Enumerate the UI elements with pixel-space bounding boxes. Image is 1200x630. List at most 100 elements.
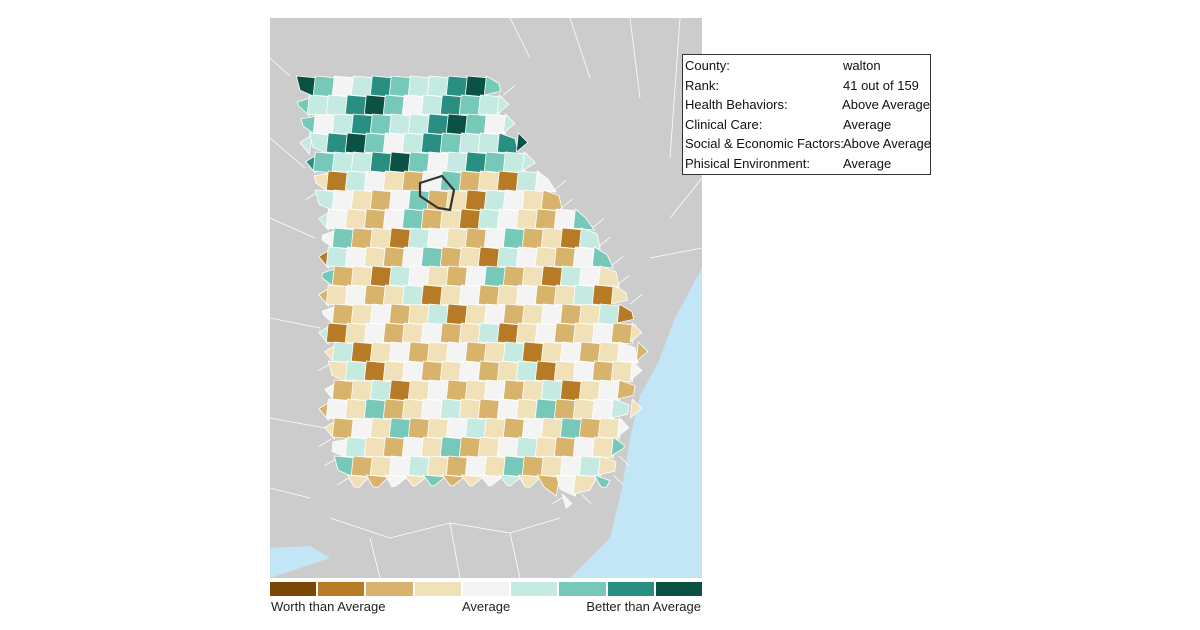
county-shape[interactable]	[616, 379, 636, 400]
county-shape[interactable]	[318, 362, 332, 371]
county-shape[interactable]	[515, 132, 529, 153]
county-shape[interactable]	[616, 417, 630, 438]
county-shape[interactable]	[403, 474, 428, 487]
county-shape[interactable]	[581, 493, 592, 504]
county-shape[interactable]	[324, 457, 338, 466]
county-shape[interactable]	[610, 436, 625, 457]
legend-swatch-4	[414, 582, 461, 596]
county-shape[interactable]	[597, 455, 617, 476]
county-shape[interactable]	[503, 85, 516, 96]
county-shape[interactable]	[629, 398, 643, 419]
info-row-clinical-care: Clinical Care: Average	[683, 115, 930, 135]
county-shape[interactable]	[593, 474, 611, 488]
county-shape[interactable]	[560, 199, 573, 210]
county-shape[interactable]	[613, 474, 624, 485]
selected-county-outline	[418, 174, 456, 212]
county-shape[interactable]	[630, 294, 643, 305]
gulf-water	[270, 546, 330, 578]
legend-swatch-9	[655, 582, 702, 596]
neighbor-state-lines	[270, 18, 702, 578]
county-shape[interactable]	[536, 474, 560, 497]
info-value: Above Average	[843, 136, 931, 151]
county-shape[interactable]	[611, 256, 624, 267]
county-shape[interactable]	[346, 474, 371, 488]
county-shape[interactable]	[591, 246, 614, 269]
info-value: Above Average	[842, 97, 930, 112]
color-legend: Worth than Average Average Better than A…	[270, 582, 702, 615]
county-shape[interactable]	[479, 474, 504, 487]
info-value: Average	[843, 155, 892, 171]
legend-swatch-6	[511, 582, 558, 596]
county-shape[interactable]	[305, 191, 319, 200]
county-shape[interactable]	[597, 417, 623, 440]
county-shape[interactable]	[572, 474, 598, 495]
county-shape[interactable]	[617, 275, 630, 286]
info-label: County:	[685, 58, 730, 73]
info-label: Clinical Care:	[685, 116, 763, 132]
map-svg[interactable]	[270, 18, 702, 578]
info-value: Average	[843, 116, 892, 132]
legend-swatch-5	[462, 582, 510, 596]
legend-color-bar	[270, 582, 702, 596]
county-shape[interactable]	[496, 94, 510, 115]
legend-swatch-1	[270, 582, 317, 596]
county-shape[interactable]	[610, 284, 629, 305]
legend-swatch-8	[607, 582, 654, 596]
county-shape[interactable]	[597, 265, 620, 288]
legend-swatch-2	[318, 582, 365, 596]
county-shape[interactable]	[534, 170, 558, 193]
county-shape[interactable]	[441, 474, 466, 487]
atlantic-ocean	[570, 268, 702, 578]
county-shape[interactable]	[365, 474, 390, 488]
info-row-county: County: walton	[683, 56, 930, 76]
county-shape[interactable]	[483, 75, 502, 96]
county-shape[interactable]	[635, 341, 649, 362]
county-shape[interactable]	[598, 237, 611, 248]
legend-swatch-7	[559, 582, 606, 596]
legend-average-label: Average	[462, 599, 511, 614]
county-shape[interactable]	[610, 360, 636, 383]
info-label: Social & Economic Factors:	[685, 136, 844, 151]
info-label: Rank:	[685, 77, 719, 93]
info-label: Phisical Environment:	[685, 155, 810, 171]
county-shape[interactable]	[619, 455, 630, 466]
county-layer[interactable]	[295, 75, 649, 509]
info-row-social-economic: Social & Economic Factors: Above Average	[683, 134, 931, 154]
county-shape[interactable]	[555, 474, 579, 497]
county-shape[interactable]	[521, 151, 536, 172]
county-shape[interactable]	[610, 398, 630, 419]
legend-swatch-3	[366, 582, 413, 596]
county-shape[interactable]	[591, 436, 617, 459]
choropleth-map[interactable]	[270, 18, 702, 578]
county-shape[interactable]	[610, 322, 636, 345]
county-info-panel: County: walton Rank: 41 out of 159 Health …	[682, 54, 931, 175]
county-shape[interactable]	[502, 113, 516, 134]
legend-worse-label: Worth than Average	[271, 599, 386, 614]
county-shape[interactable]	[578, 227, 601, 250]
legend-labels: Worth than Average Average Better than A…	[270, 599, 702, 615]
info-row-rank: Rank: 41 out of 159	[683, 76, 930, 96]
county-shape[interactable]	[616, 303, 635, 324]
info-value: 41 out of 159	[843, 77, 919, 93]
county-shape[interactable]	[554, 180, 567, 191]
legend-better-label: Better than Average	[586, 599, 701, 614]
county-shape[interactable]	[460, 474, 485, 487]
county-shape[interactable]	[592, 218, 605, 229]
info-row-physical-environment: Phisical Environment: Average	[683, 154, 930, 174]
county-shape[interactable]	[422, 474, 447, 487]
county-shape[interactable]	[561, 492, 573, 509]
county-shape[interactable]	[498, 474, 523, 487]
county-shape[interactable]	[299, 134, 313, 155]
county-shape[interactable]	[337, 476, 351, 485]
info-row-health-behaviors: Health Behaviors: Above Average	[683, 95, 930, 115]
county-shape[interactable]	[629, 360, 643, 381]
county-shape[interactable]	[318, 438, 332, 447]
county-shape[interactable]	[616, 341, 639, 364]
county-shape[interactable]	[552, 495, 566, 504]
county-shape[interactable]	[517, 474, 542, 488]
info-label: Health Behaviors:	[685, 97, 788, 112]
county-shape[interactable]	[629, 322, 643, 343]
county-shape[interactable]	[384, 474, 409, 488]
county-shape[interactable]	[572, 208, 596, 231]
info-value: walton	[843, 58, 881, 73]
